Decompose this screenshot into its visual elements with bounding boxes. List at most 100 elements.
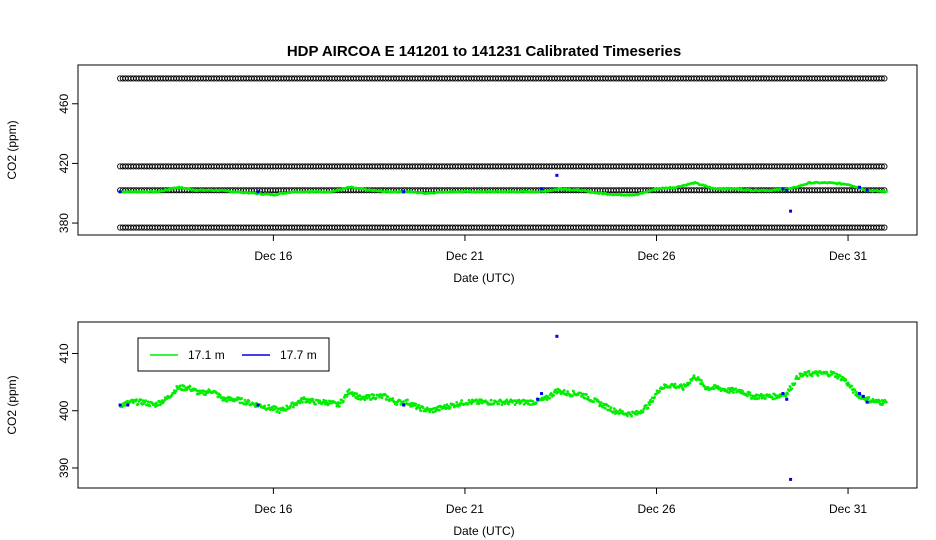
data-point [846,381,850,385]
data-point [646,406,650,410]
reference-point [878,224,885,231]
data-point [612,410,615,414]
data-point [844,378,848,382]
data-point [424,409,428,413]
data-point [470,402,473,406]
data-point [807,369,811,373]
data-point [658,389,661,393]
data-point [337,405,341,408]
reference-point [881,163,888,170]
data-point [858,392,862,396]
data-point [540,187,544,191]
top-panel-series [117,75,888,231]
data-point [585,393,588,396]
data-point [805,374,809,378]
data-point [651,400,655,403]
data-point [417,403,421,407]
data-point [571,394,574,398]
data-point [612,407,616,411]
data-point [597,400,601,404]
data-point [256,403,260,407]
data-point [291,401,294,405]
data-point [528,403,532,407]
data-point [555,173,559,177]
data-point [884,190,888,194]
data-point [347,388,351,392]
data-point [835,372,839,376]
data-point [263,404,267,408]
bottom-y-axis-label: CO2 (ppm) [5,375,19,434]
legend: 17.1 m 17.7 m [137,337,330,372]
top-x-axis: Dec 16 Dec 21 Dec 26 Dec 31 [254,235,867,263]
data-point [421,406,425,409]
data-point [291,405,295,409]
data-point [713,384,717,387]
data-point [428,410,432,414]
data-point [534,401,538,405]
data-point [458,403,462,407]
data-point [653,395,656,399]
x-tick-label: Dec 26 [637,249,675,263]
data-point [626,414,629,418]
data-point [688,381,692,385]
data-point [825,370,829,374]
data-point [126,403,130,407]
data-point [884,400,888,404]
data-point [750,396,754,400]
data-point [865,188,869,192]
data-point [334,401,338,405]
y-tick-label: 400 [57,400,71,420]
data-point [466,402,470,406]
data-point [485,400,489,404]
top-plot-frame [77,64,918,236]
data-point [285,404,289,408]
data-point [500,403,504,407]
data-point [793,382,797,385]
data-point [536,397,540,401]
data-point [762,394,766,398]
data-point [540,392,544,396]
data-point [240,397,244,400]
data-point [448,406,452,409]
data-point [853,388,857,392]
data-point [566,390,569,393]
data-point [346,389,349,393]
data-point [785,188,789,192]
bottom-panel-series [118,334,888,481]
data-point [380,396,384,400]
data-point [681,388,685,391]
reference-point [878,75,885,82]
data-point [185,388,189,392]
data-point [760,396,764,400]
data-point [781,187,785,191]
data-point [797,377,801,380]
data-point [384,397,388,401]
data-point [861,394,865,398]
data-point [692,374,696,378]
x-tick-label: Dec 31 [829,249,867,263]
data-point [850,384,853,388]
data-point [867,396,871,399]
data-point [187,386,191,390]
data-point [513,403,517,407]
data-point [182,384,186,388]
data-point [275,410,279,414]
data-point [748,391,752,395]
data-point [247,400,251,403]
data-point [731,391,735,394]
data-point [146,400,150,404]
data-point [414,402,418,406]
data-point [460,399,464,402]
data-point [136,402,140,406]
data-point [749,393,753,397]
data-point [789,477,793,481]
data-point [785,397,789,401]
data-point [581,392,585,396]
data-point [592,400,596,404]
data-point [118,190,122,194]
reference-point [881,75,888,82]
data-point [289,404,293,408]
data-point [673,382,677,386]
data-point [599,401,603,404]
legend-label-17-1m: 17.1 m [188,348,225,362]
